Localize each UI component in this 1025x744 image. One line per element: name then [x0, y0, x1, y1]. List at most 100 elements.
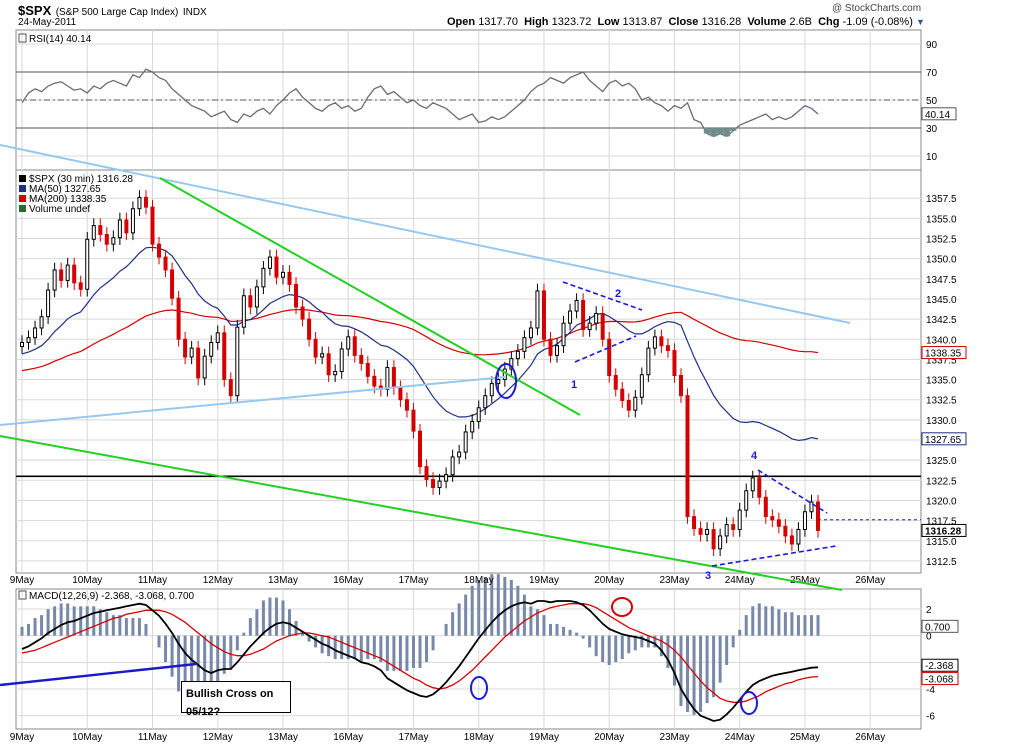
price-legend-icon	[19, 185, 26, 192]
candle-body	[450, 456, 455, 476]
candle-body	[248, 295, 253, 308]
chg-dropdown-icon[interactable]: ▼	[915, 17, 925, 27]
macd-histogram-bar	[699, 635, 703, 712]
candle-body	[639, 374, 644, 398]
wave4-lower-dashed	[711, 545, 837, 567]
macd-histogram-bar	[575, 632, 579, 636]
close-value: 1316.28	[701, 16, 742, 28]
date-label-bottom: 25May	[790, 732, 820, 743]
date-label-top: 24May	[725, 575, 755, 586]
price-tick-label: 1312.5	[926, 557, 957, 568]
macd-histogram-bar	[59, 603, 63, 636]
price-tick-label: 1315.0	[926, 537, 957, 548]
candle-body	[372, 375, 377, 387]
date-label-bottom: 17May	[398, 732, 428, 743]
date-label-bottom: 24May	[725, 732, 755, 743]
high-value: 1323.72	[551, 16, 592, 28]
candle-body	[685, 395, 690, 518]
candle-body	[254, 286, 259, 308]
macd-histogram-bar	[816, 615, 820, 636]
low-label: Low	[597, 16, 620, 28]
price-tick-label: 1320.0	[926, 496, 957, 507]
macd-histogram-bar	[209, 635, 213, 701]
date-label-bottom: 26May	[855, 732, 885, 743]
candle-body	[157, 243, 162, 258]
candle-body	[143, 196, 148, 208]
candle-body	[424, 466, 429, 481]
price-tick-label: 1322.5	[926, 476, 957, 487]
macd-histogram-bar	[666, 635, 670, 668]
macd-histogram-bar	[718, 635, 722, 683]
candle-body	[476, 407, 481, 422]
candle-body	[522, 337, 527, 352]
candle-body	[326, 353, 331, 376]
candle-body	[170, 269, 175, 299]
macd-histogram-bar	[124, 618, 128, 636]
macd-histogram-bar	[607, 635, 611, 665]
candle-body	[620, 388, 625, 402]
candle-body	[626, 400, 631, 411]
macd-cross-circle-2	[740, 691, 758, 715]
date-label-top: 9May	[10, 575, 34, 586]
price-value-box-close	[921, 523, 967, 537]
candle-body	[750, 477, 755, 492]
rsi-tick-label: 30	[926, 124, 938, 135]
price-tick-label: 1325.0	[926, 456, 957, 467]
candle-body	[235, 326, 240, 397]
macd-histogram-bar	[190, 635, 194, 707]
candle-body	[698, 528, 703, 535]
price-legend-entry: $SPX (30 min) 1316.28	[29, 174, 133, 185]
macd-histogram-bar	[770, 606, 774, 636]
macd-histogram-bar	[157, 635, 161, 648]
candle-body	[594, 312, 599, 324]
candle-body	[607, 338, 612, 377]
macd-histogram-bar	[568, 629, 572, 636]
macd-histogram-bar	[40, 615, 44, 636]
candle-body	[385, 366, 390, 390]
macd-histogram-bar	[601, 635, 605, 663]
candle-body	[587, 322, 592, 331]
price-value-label-close: 1316.28	[925, 526, 962, 537]
rsi-oversold-fill	[716, 128, 724, 134]
candle-body	[659, 336, 664, 347]
candle-body	[209, 341, 214, 357]
rsi-tick-label: 70	[926, 68, 938, 79]
candle-body	[352, 336, 357, 356]
macd-histogram-bar	[451, 612, 455, 636]
price-tick-label: 1332.5	[926, 396, 957, 407]
macd-histogram-bar	[92, 606, 96, 636]
macd-histogram-bar	[196, 635, 200, 707]
macd-histogram-bar	[653, 635, 657, 648]
macd-histogram-bar	[46, 609, 50, 636]
wave-label-3: 3	[705, 570, 711, 582]
date-label-bottom: 11May	[138, 732, 167, 743]
candle-body	[320, 353, 325, 358]
macd-histogram-bar	[529, 606, 533, 636]
price-legend-entry: Volume undef	[29, 204, 90, 215]
macd-histogram-bar	[385, 635, 389, 671]
macd-histogram-bar	[314, 635, 318, 648]
date-label-bottom: 20May	[594, 732, 624, 743]
macd-histogram-bar	[405, 635, 409, 671]
macd-histogram-bar	[712, 635, 716, 698]
candle-body	[59, 269, 64, 281]
candle-body	[613, 375, 618, 390]
symbol[interactable]: $SPX	[18, 3, 52, 18]
lower-lightblue-trendline	[0, 376, 506, 426]
rsi-legend-icon	[18, 33, 27, 43]
macd-histogram-bar	[235, 635, 239, 651]
candle-body	[528, 327, 533, 339]
date-label-bottom: 18May	[464, 732, 494, 743]
macd-histogram-bar	[633, 635, 637, 651]
macd-histogram-bar	[229, 635, 233, 668]
ma50-line	[21, 246, 819, 442]
macd-histogram-bar	[764, 606, 768, 636]
price-tick-label: 1330.0	[926, 416, 957, 427]
date-label-bottom: 16May	[333, 732, 363, 743]
macd-histogram-bar	[777, 609, 781, 636]
macd-histogram-bar	[796, 615, 800, 636]
candle-body	[496, 379, 501, 385]
macd-histogram-bar	[581, 635, 585, 639]
rsi-tick-label: 50	[926, 96, 938, 107]
